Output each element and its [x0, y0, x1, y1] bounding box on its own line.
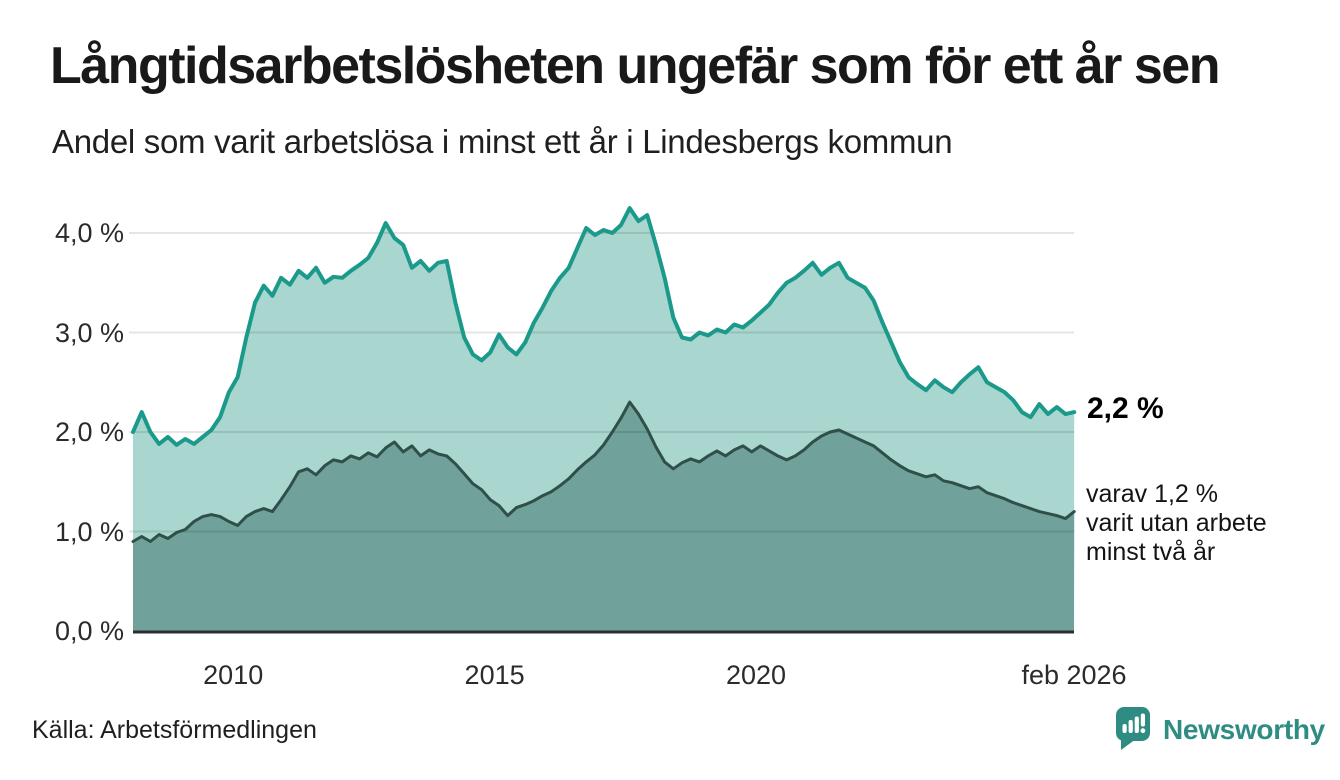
x-tick-label: 2015	[464, 660, 525, 690]
area-line-series2	[131, 400, 1076, 543]
y-tick-label: 0,0 %	[54, 616, 124, 646]
area-line-series1	[131, 206, 1077, 447]
x-tick-label: 2010	[203, 660, 264, 690]
secondary-annotation-line2: varit utan arbete	[1086, 509, 1267, 537]
y-tick-label: 4,0 %	[54, 218, 124, 248]
newsworthy-logo: Newsworthy	[1116, 707, 1325, 752]
area-fill-series2	[133, 402, 1075, 631]
y-tick-label: 3,0 %	[54, 317, 124, 348]
secondary-annotation: varav 1,2 % varit utan arbete minst två …	[1086, 480, 1267, 567]
newsworthy-wordmark: Newsworthy	[1163, 713, 1325, 745]
y-tick-label: 1,0 %	[54, 516, 124, 547]
secondary-annotation-line3: minst två år	[1086, 538, 1216, 566]
y-tick-label: 2,0 %	[54, 417, 124, 447]
secondary-annotation-line1: varav 1,2 %	[1086, 480, 1219, 508]
newsworthy-icon	[1116, 707, 1150, 750]
latest-value-label: 2,2 %	[1087, 392, 1164, 425]
x-tick-label: 2020	[725, 660, 787, 690]
chart-subtitle: Andel som varit arbetslösa i minst ett å…	[52, 123, 953, 160]
chart-title: Långtidsarbetslösheten ungefär som för e…	[50, 37, 1220, 95]
x-tick-label: feb 2026	[1021, 660, 1127, 690]
source-note: Källa: Arbetsförmedlingen	[32, 716, 317, 744]
